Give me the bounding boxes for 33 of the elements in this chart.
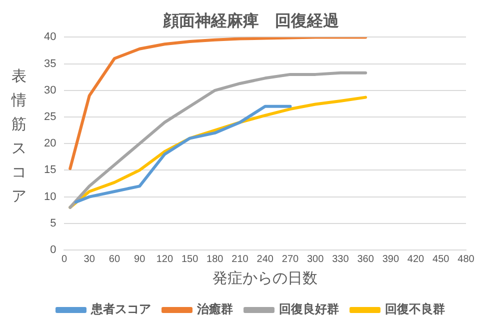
x-tick-label: 420 xyxy=(407,254,425,265)
x-tick-label: 450 xyxy=(432,254,450,265)
x-tick-label: 270 xyxy=(282,254,300,265)
x-axis-title: 発症からの日数 xyxy=(212,270,318,288)
y-tick-label: 40 xyxy=(44,31,56,44)
legend-label: 治癒群 xyxy=(196,302,233,316)
x-tick-label: 150 xyxy=(181,254,199,265)
x-tick-label: 240 xyxy=(256,254,274,265)
x-tick-label: 390 xyxy=(382,254,400,265)
chart-title: 顔面神経麻痺 回復経過 xyxy=(162,10,340,30)
x-tick-label: 330 xyxy=(332,254,350,265)
legend-label: 回復不良群 xyxy=(385,302,445,316)
y-tick-label: 0 xyxy=(50,244,56,256)
x-tick-label: 90 xyxy=(134,254,146,265)
y-tick-label: 5 xyxy=(50,217,56,230)
x-tick-label: 30 xyxy=(84,254,96,265)
x-tick-label: 0 xyxy=(61,254,68,265)
y-axis-title: 表情筋スコア xyxy=(10,66,28,207)
legend-label: 患者スコア xyxy=(90,302,151,316)
x-tick-label: 60 xyxy=(108,254,120,265)
y-tick-label: 35 xyxy=(44,58,56,70)
x-tick-label: 300 xyxy=(306,254,324,265)
y-tick-label: 25 xyxy=(44,111,56,124)
y-tick-label: 15 xyxy=(44,164,56,176)
x-tick-label: 120 xyxy=(156,254,174,265)
x-tick-label: 210 xyxy=(232,254,249,265)
x-tick-label: 360 xyxy=(357,254,374,265)
y-tick-label: 10 xyxy=(44,190,56,203)
y-tick-label: 30 xyxy=(44,84,56,96)
x-tick-label: 180 xyxy=(206,254,224,265)
x-tick-label: 480 xyxy=(458,254,475,265)
y-tick-label: 20 xyxy=(44,138,56,150)
legend-label: 回復良好群 xyxy=(279,302,339,316)
